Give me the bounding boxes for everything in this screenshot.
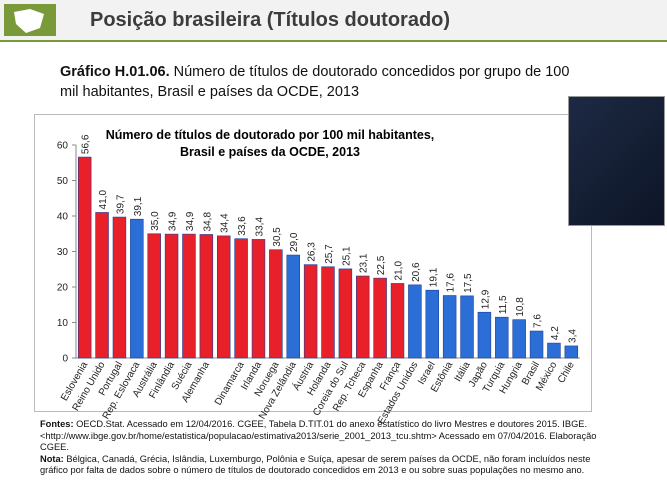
value-label: 33,6 [237,216,248,236]
bar [373,277,387,359]
value-label: 35,0 [150,211,161,231]
bar [356,275,370,359]
bar [564,345,579,359]
value-label: 23,1 [359,253,370,273]
bar [477,311,492,359]
value-label: 34,4 [220,213,231,233]
value-label: 3,4 [567,329,578,343]
header-bar: Posição brasileira (Títulos doutorado) [0,0,667,42]
bar [112,216,127,359]
caption: Gráfico H.01.06. Número de títulos de do… [60,62,580,102]
caption-label: Gráfico H.01.06. [60,64,170,80]
note: Bélgica, Canadá, Grécia, Islândia, Luxem… [40,453,591,476]
value-label: 12,9 [480,289,491,309]
value-label: 30,5 [272,227,283,247]
bar [130,218,144,359]
bar [547,342,561,359]
y-tick-label: 60 [57,141,69,152]
bar [321,266,335,359]
value-label: 34,9 [168,211,179,231]
bar [251,239,266,359]
value-label: 25,1 [341,246,352,266]
value-label: 11,5 [498,295,509,314]
bar [529,330,544,359]
bar [460,295,474,359]
y-tick-label: 50 [57,176,69,187]
value-label: 7,6 [533,314,544,328]
bar [286,254,300,359]
value-label: 26,3 [307,242,318,262]
value-label: 25,7 [324,244,335,264]
sources: OECD.Stat. Acessado em 12/04/2016. CGEE,… [40,419,597,452]
bar [390,283,405,359]
value-label: 29,0 [289,232,300,252]
value-label: 39,7 [115,194,126,214]
bar [442,295,457,359]
y-tick-label: 40 [57,212,69,223]
value-label: 17,5 [463,273,474,293]
value-label: 41,0 [98,190,109,210]
value-label: 20,6 [411,262,422,282]
bar [182,233,196,359]
bar [164,233,179,359]
value-label: 10,8 [515,297,526,317]
value-label: 22,5 [376,255,387,275]
bar [408,284,422,359]
sources-label: Fontes: [40,419,74,429]
y-tick-label: 10 [57,318,69,329]
bar [234,238,248,359]
bar [425,289,440,359]
notes: Fontes: OECD.Stat. Acessado em 12/04/201… [40,419,600,477]
caption-text: Número de títulos de doutorado concedido… [60,64,570,100]
y-tick-label: 20 [57,283,69,294]
bar [269,249,283,359]
y-tick-label: 0 [62,354,68,365]
bar [512,319,526,359]
value-label: 39,1 [133,196,144,216]
book-cover [568,96,665,226]
y-tick-label: 30 [57,247,69,258]
bar [147,233,161,359]
bar [216,235,231,359]
note-label: Nota: [40,453,64,464]
value-label: 34,8 [202,212,213,232]
bar [338,268,353,359]
bar [303,264,318,359]
bar [199,234,214,359]
value-label: 34,9 [185,211,196,231]
bar [95,212,109,359]
chart-panel [34,114,592,412]
value-label: 56,6 [81,134,92,154]
bar [495,316,509,359]
value-label: 4,2 [550,326,561,340]
logo [4,4,56,36]
page-title: Posição brasileira (Títulos doutorado) [90,9,451,31]
value-label: 19,1 [428,267,439,287]
bar [77,156,92,359]
chart-title: Número de títulos de doutorado por 100 m… [105,128,435,159]
x-tick-label: Chile [556,360,577,386]
value-label: 17,6 [446,273,457,293]
value-label: 21,0 [394,261,405,281]
value-label: 33,4 [254,217,265,237]
